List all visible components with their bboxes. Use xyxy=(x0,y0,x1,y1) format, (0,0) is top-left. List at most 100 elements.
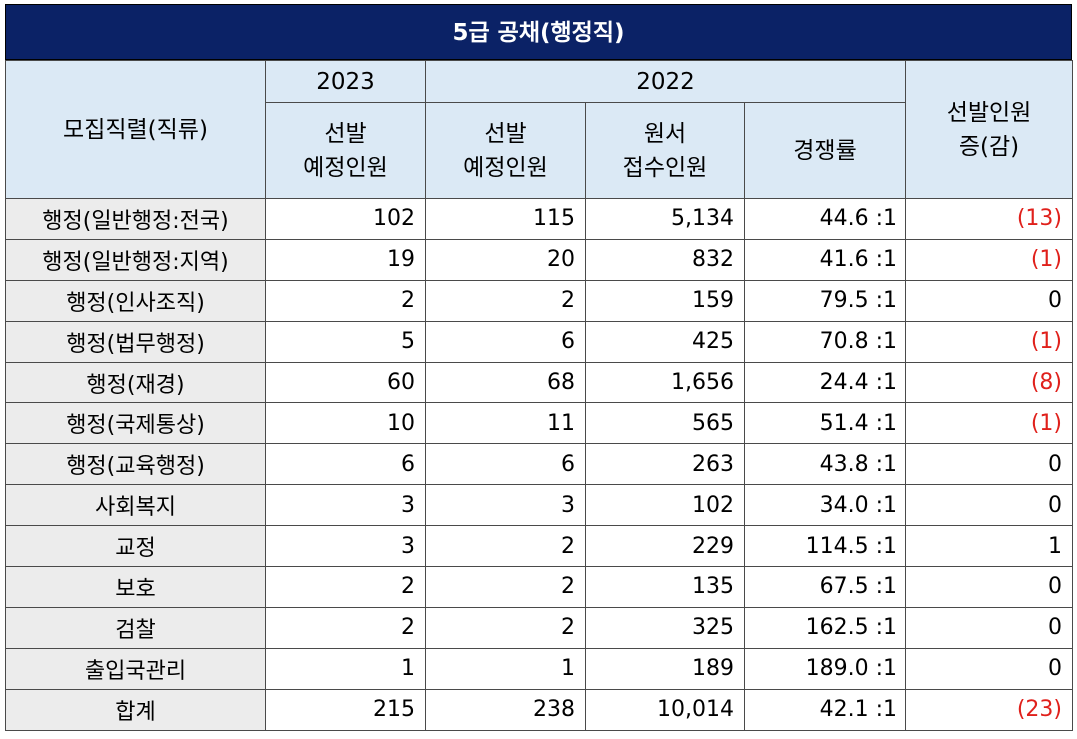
row-name: 행정(인사조직) xyxy=(5,279,266,322)
header-2022-applicants-line2: 접수인원 xyxy=(622,154,708,181)
recruitment-table-container: 5급 공채(행정직) 모집직렬(직류) 2023 2022 선발인원 증(감) xyxy=(5,4,1074,731)
row-name: 행정(일반행정:지역) xyxy=(5,238,266,281)
cell-selected-2023: 19 xyxy=(265,238,426,281)
cell-selected-2023: 1 xyxy=(265,647,426,690)
cell-competition-rate: 114.5 :1 xyxy=(743,525,907,568)
cell-selected-2023: 10 xyxy=(265,402,426,445)
row-name: 검찰 xyxy=(5,606,266,649)
header-2022-rate: 경쟁률 xyxy=(743,102,907,199)
cell-competition-rate: 79.5 :1 xyxy=(743,279,907,322)
row-name: 합계 xyxy=(5,688,266,731)
cell-selected-2023: 102 xyxy=(265,198,426,240)
table-row: 행정(인사조직) 2 2 159 79.5 :1 0 xyxy=(5,279,1074,322)
cell-competition-rate: 43.8 :1 xyxy=(743,443,907,486)
row-name: 교정 xyxy=(5,525,266,568)
cell-selected-2023: 2 xyxy=(265,279,426,322)
cell-selected-2022: 2 xyxy=(425,606,586,649)
cell-change: 0 xyxy=(905,647,1074,690)
cell-selected-2022: 6 xyxy=(425,443,586,486)
header-2023-selected-line2: 예정인원 xyxy=(303,154,388,181)
cell-competition-rate: 189.0 :1 xyxy=(743,647,907,690)
header-change-line1: 선발인원 xyxy=(946,99,1032,126)
header-year-2022: 2022 xyxy=(424,60,907,103)
cell-selected-2023: 2 xyxy=(265,566,426,608)
cell-applicants-2022: 102 xyxy=(585,484,745,527)
table-row: 행정(국제통상) 10 11 565 51.4 :1 (1) xyxy=(5,402,1074,445)
cell-competition-rate: 34.0 :1 xyxy=(743,484,907,527)
cell-change: (8) xyxy=(905,361,1074,404)
row-name: 행정(교육행정) xyxy=(5,443,266,486)
cell-competition-rate: 42.1 :1 xyxy=(743,688,907,731)
header-2022-applicants: 원서 접수인원 xyxy=(585,102,745,199)
cell-change: 0 xyxy=(905,443,1074,486)
cell-change: 0 xyxy=(905,566,1074,608)
cell-selected-2023: 215 xyxy=(265,688,426,731)
cell-competition-rate: 51.4 :1 xyxy=(743,402,907,445)
cell-applicants-2022: 135 xyxy=(585,566,745,608)
table-row: 행정(교육행정) 6 6 263 43.8 :1 0 xyxy=(5,443,1074,486)
row-name: 출입국관리 xyxy=(5,647,266,690)
cell-selected-2022: 2 xyxy=(425,525,586,568)
table-row: 사회복지 3 3 102 34.0 :1 0 xyxy=(5,484,1074,527)
cell-competition-rate: 41.6 :1 xyxy=(743,238,907,281)
table-row: 검찰 2 2 325 162.5 :1 0 xyxy=(5,606,1074,649)
cell-selected-2023: 2 xyxy=(265,606,426,649)
table-row: 출입국관리 1 1 189 189.0 :1 0 xyxy=(5,647,1074,690)
table-title: 5급 공채(행정직) xyxy=(5,4,1072,60)
header-2023-selected: 선발 예정인원 xyxy=(265,102,426,199)
cell-applicants-2022: 189 xyxy=(585,647,745,690)
cell-applicants-2022: 565 xyxy=(585,402,745,445)
cell-selected-2023: 60 xyxy=(265,361,426,404)
cell-selected-2023: 5 xyxy=(265,320,426,363)
header-2022-selected-line2: 예정인원 xyxy=(463,154,548,181)
table-row: 합계 215 238 10,014 42.1 :1 (23) xyxy=(5,688,1074,731)
cell-selected-2022: 238 xyxy=(425,688,586,731)
cell-change: (13) xyxy=(905,198,1074,240)
header-2023-selected-line1: 선발 xyxy=(324,120,367,147)
header-2022-applicants-line1: 원서 xyxy=(643,120,687,147)
cell-selected-2022: 2 xyxy=(425,566,586,608)
header-2022-selected-line1: 선발 xyxy=(484,120,527,147)
cell-change: (23) xyxy=(905,688,1074,731)
header-2022-selected: 선발 예정인원 xyxy=(425,102,586,199)
cell-competition-rate: 24.4 :1 xyxy=(743,361,907,404)
row-name: 행정(법무행정) xyxy=(5,320,266,363)
table-row: 행정(법무행정) 5 6 425 70.8 :1 (1) xyxy=(5,320,1074,363)
table-row: 행정(일반행정:전국) 102 115 5,134 44.6 :1 (13) xyxy=(5,198,1074,240)
cell-applicants-2022: 229 xyxy=(585,525,745,568)
header-category: 모집직렬(직류) xyxy=(5,60,266,199)
cell-applicants-2022: 5,134 xyxy=(585,198,745,240)
header-change: 선발인원 증(감) xyxy=(905,60,1074,199)
cell-selected-2022: 1 xyxy=(425,647,586,690)
cell-change: (1) xyxy=(905,238,1074,281)
cell-applicants-2022: 1,656 xyxy=(585,361,745,404)
table-row: 교정 3 2 229 114.5 :1 1 xyxy=(5,525,1074,568)
table-row: 행정(재경) 60 68 1,656 24.4 :1 (8) xyxy=(5,361,1074,404)
cell-change: 0 xyxy=(905,606,1074,649)
cell-applicants-2022: 159 xyxy=(585,279,745,322)
cell-competition-rate: 162.5 :1 xyxy=(743,606,907,649)
recruitment-table: 모집직렬(직류) 2023 2022 선발인원 증(감) 선발 예정인원 선발 … xyxy=(5,60,1074,731)
cell-applicants-2022: 832 xyxy=(585,238,745,281)
cell-selected-2022: 11 xyxy=(425,402,586,445)
row-name: 행정(국제통상) xyxy=(5,402,266,445)
cell-selected-2022: 2 xyxy=(425,279,586,322)
cell-selected-2022: 115 xyxy=(425,198,586,240)
cell-applicants-2022: 425 xyxy=(585,320,745,363)
cell-selected-2023: 6 xyxy=(265,443,426,486)
table-row: 보호 2 2 135 67.5 :1 0 xyxy=(5,566,1074,608)
header-year-2023: 2023 xyxy=(265,60,426,103)
cell-applicants-2022: 10,014 xyxy=(585,688,745,731)
cell-competition-rate: 70.8 :1 xyxy=(743,320,907,363)
cell-change: 1 xyxy=(905,525,1074,568)
row-name: 행정(일반행정:전국) xyxy=(5,198,266,240)
cell-applicants-2022: 325 xyxy=(585,606,745,649)
table-body: 행정(일반행정:전국) 102 115 5,134 44.6 :1 (13) 행정(일반행정… xyxy=(5,198,1074,731)
cell-competition-rate: 44.6 :1 xyxy=(743,198,907,240)
cell-selected-2022: 20 xyxy=(425,238,586,281)
cell-change: (1) xyxy=(905,320,1074,363)
header-change-line2: 증(감) xyxy=(958,133,1020,160)
cell-selected-2022: 3 xyxy=(425,484,586,527)
row-name: 보호 xyxy=(5,566,266,608)
cell-change: (1) xyxy=(905,402,1074,445)
